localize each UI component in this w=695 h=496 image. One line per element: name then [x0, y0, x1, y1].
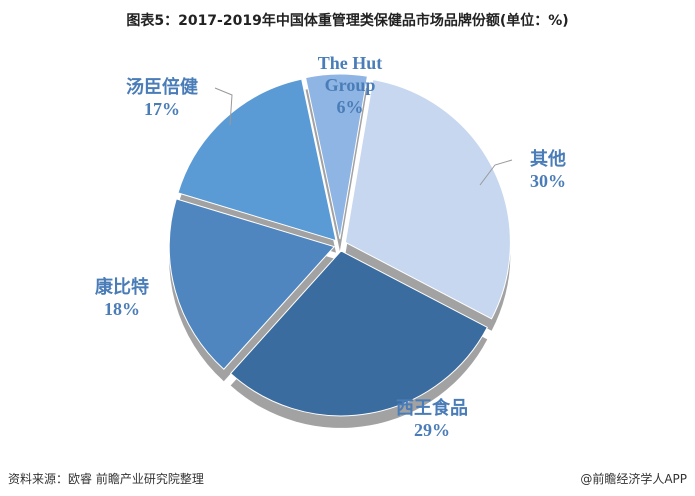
source: 资料来源：欧睿 前瞻产业研究院整理: [8, 472, 204, 486]
leader-line: [214, 87, 233, 126]
slice: [168, 198, 336, 370]
category-label: 汤臣倍健: [126, 77, 198, 97]
slice-label: The Hut Group 6%: [295, 52, 405, 118]
value-label: 17%: [144, 99, 180, 119]
value-label: 30%: [530, 171, 566, 191]
slice-label: 康比特 18%: [67, 276, 177, 320]
slice-label: 其他 30%: [493, 148, 603, 192]
leader-line: [479, 159, 513, 186]
slice-label: 汤臣倍健 17%: [107, 76, 217, 120]
slice: [344, 79, 511, 320]
slice: [304, 73, 368, 240]
chart-title: 图表5：2017-2019年中国体重管理类保健品市场品牌份额(单位：%): [126, 13, 569, 29]
category-label: 其他: [530, 149, 566, 169]
slice-label: 西王食品 29%: [377, 397, 487, 441]
category-label: The Hut Group: [317, 53, 383, 95]
category-label: 西王食品: [396, 398, 468, 418]
slice: [177, 78, 337, 242]
value-label: 6%: [336, 97, 364, 117]
value-label: 29%: [414, 420, 450, 440]
category-label: 康比特: [95, 277, 149, 297]
credit: @前瞻经济学人APP: [580, 472, 687, 486]
slice: [229, 250, 488, 417]
value-label: 18%: [104, 299, 140, 319]
